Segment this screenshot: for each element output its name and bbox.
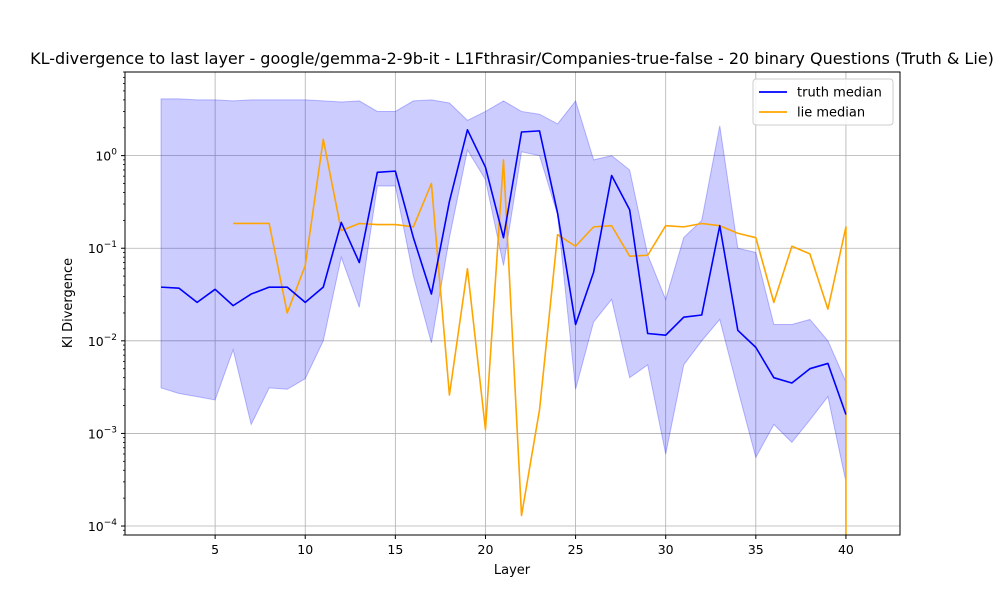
- y-axis-ticks: 10−4 10−3 10−2 10−1 100: [88, 71, 125, 536]
- x-tick-label: 5: [211, 542, 219, 557]
- y-tick-label: 10−4: [88, 518, 117, 534]
- y-tick-label: 10−3: [88, 425, 117, 441]
- y-tick-label: 10−1: [88, 240, 117, 256]
- legend-label: lie median: [797, 106, 865, 121]
- x-tick-label: 15: [387, 542, 403, 557]
- chart-title: KL-divergence to last layer - google/gem…: [30, 49, 994, 68]
- plot-frame: [124, 71, 901, 536]
- series-line-lie-median: [233, 138, 847, 535]
- legend-label: truth median: [797, 86, 882, 101]
- x-tick-label: 20: [478, 542, 494, 557]
- x-tick-label: 40: [838, 542, 854, 557]
- band-layer: [160, 98, 847, 482]
- x-axis-ticks: 5 10 15 20 25 30 35 40: [211, 535, 854, 557]
- x-tick-label: 25: [568, 542, 584, 557]
- y-tick-label: 10−2: [88, 333, 117, 349]
- y-axis-label: Kl Divergence: [61, 258, 76, 348]
- legend: truth median lie median: [752, 78, 894, 126]
- truth-range-band: [160, 98, 847, 482]
- grid-lines: [125, 72, 900, 535]
- series-line-truth-median: [160, 129, 847, 415]
- x-tick-label: 30: [658, 542, 674, 557]
- x-axis-label: Layer: [494, 563, 531, 578]
- y-tick-label: 100: [95, 148, 117, 164]
- x-tick-label: 35: [748, 542, 764, 557]
- series-layer: [160, 129, 847, 535]
- x-tick-label: 10: [297, 542, 313, 557]
- legend-box: [752, 78, 894, 126]
